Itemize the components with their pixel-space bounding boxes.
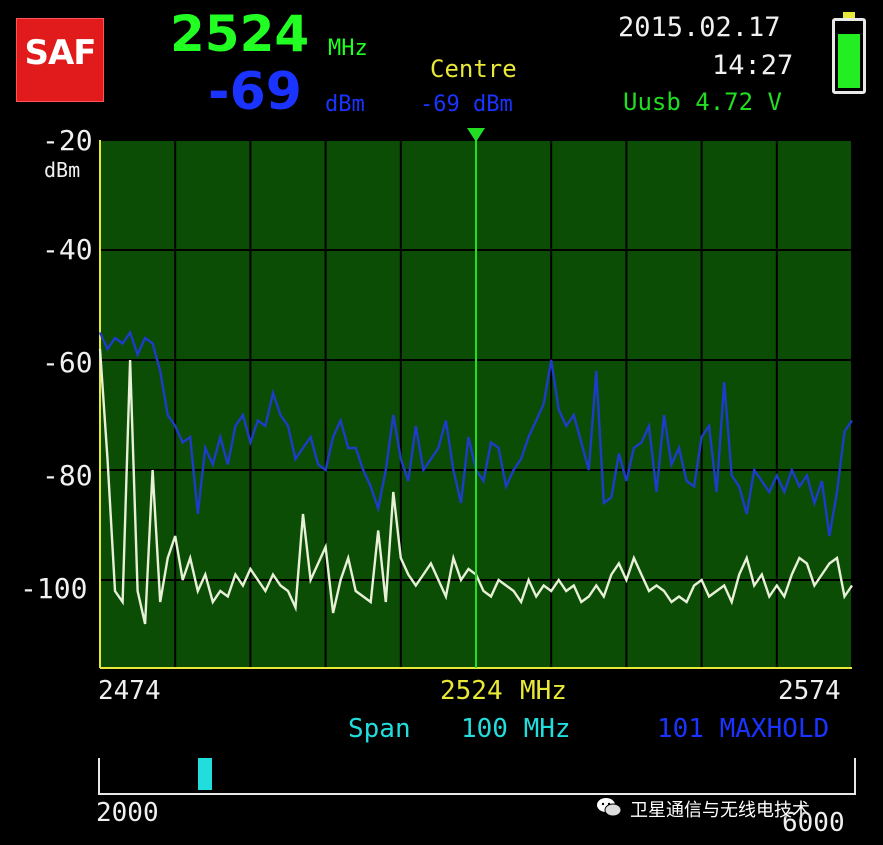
y-tick-label: -20: [42, 124, 93, 157]
date-readout: 2015.02.17: [618, 12, 781, 43]
saf-logo: SAF: [16, 18, 104, 102]
y-tick-label: -80: [42, 459, 93, 492]
logo-text: SAF: [24, 33, 96, 73]
wechat-icon: [597, 798, 622, 817]
x-start-label: 2474: [98, 676, 161, 706]
battery-fill: [838, 33, 860, 88]
time-readout: 14:27: [712, 50, 794, 81]
y-unit-label: dBm: [44, 158, 81, 182]
usb-voltage: Uusb 4.72 V: [623, 88, 782, 116]
level-readout: -69: [208, 62, 302, 122]
range-position-marker[interactable]: [198, 758, 213, 790]
x-centre-label: 2524: [440, 676, 503, 706]
span-label: Span: [348, 714, 411, 744]
battery-cap: [843, 12, 855, 18]
frequency-range-bar[interactable]: [98, 758, 856, 795]
centre-level: -69 dBm: [420, 92, 513, 117]
y-tick-label: -40: [42, 233, 93, 266]
x-centre-unit: MHz: [520, 676, 567, 706]
frequency-unit: MHz: [328, 36, 368, 61]
x-end-label: 2574: [778, 676, 841, 706]
level-unit: dBm: [325, 92, 365, 117]
span-value: 100 MHz: [461, 714, 571, 744]
centre-label: Centre: [430, 55, 517, 83]
watermark-text: 卫星通信与无线电技术: [630, 800, 810, 821]
frequency-readout: 2524: [170, 5, 310, 63]
centre-marker-triangle: [467, 128, 485, 142]
range-start-label: 2000: [96, 798, 159, 828]
y-tick-label: -60: [42, 346, 93, 379]
y-tick-label: -100: [20, 572, 88, 605]
range-end-label: 6000: [782, 808, 845, 838]
mode-label: 101 MAXHOLD: [657, 714, 830, 744]
battery-icon: [832, 12, 866, 94]
